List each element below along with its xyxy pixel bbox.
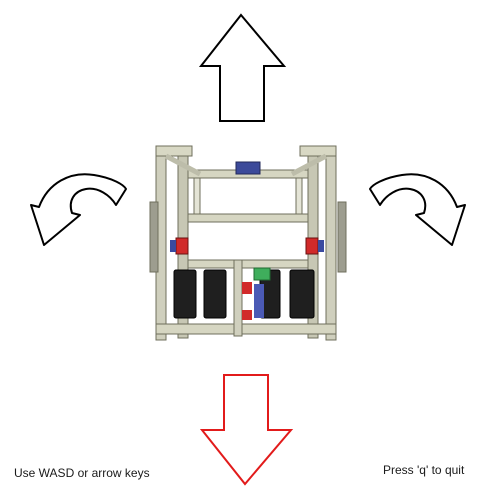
- quit-hint: Press 'q' to quit: [383, 463, 465, 477]
- arrow-down-icon: [199, 374, 294, 486]
- right-servo: [305, 237, 319, 255]
- center-red-part: [242, 282, 252, 294]
- center-red-part-2: [242, 310, 252, 320]
- motor-1: [173, 269, 197, 319]
- robot-chassis-icon: [149, 145, 347, 341]
- rotate-left-icon: [30, 173, 127, 246]
- rotate-right-shape: [369, 173, 466, 246]
- rotate-left-shape: [30, 173, 127, 246]
- rotate-right-icon: [369, 173, 466, 246]
- top-blue-module: [235, 161, 261, 175]
- left-servo: [175, 237, 189, 255]
- motor-2: [203, 269, 227, 319]
- left-servo-cap: [170, 240, 176, 252]
- arrow-up-shape: [198, 13, 287, 122]
- center-blue-part: [254, 284, 264, 318]
- right-servo-cap: [318, 240, 324, 252]
- motor-4: [289, 269, 315, 319]
- arrow-up-icon: [198, 13, 287, 122]
- movement-hint: Use WASD or arrow keys: [14, 466, 150, 480]
- arrow-down-shape: [199, 374, 294, 486]
- green-board: [253, 267, 271, 281]
